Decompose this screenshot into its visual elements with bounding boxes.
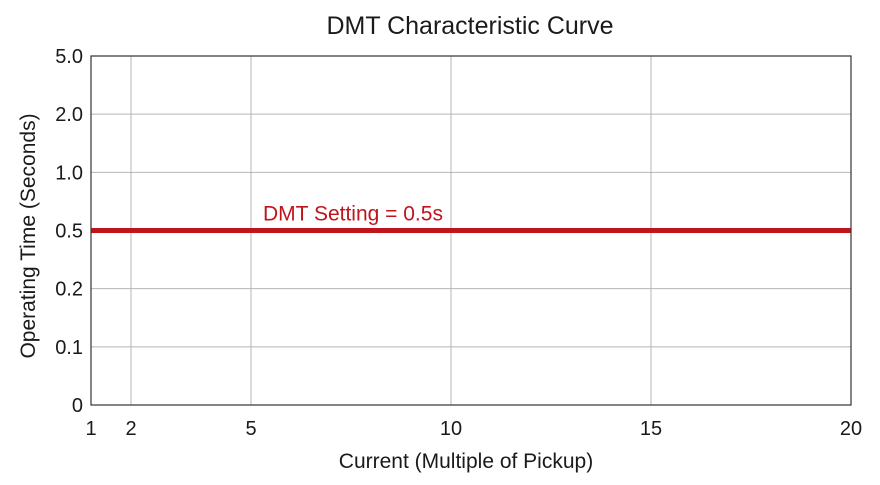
y-tick-label-6: 5.0 [55,46,83,68]
x-tick-label-3: 10 [440,418,462,440]
x-tick-label-1: 2 [125,418,136,440]
y-tick-label-1: 0.1 [55,337,83,359]
x-tick-label-5: 20 [840,418,862,440]
x-tick-label-0: 1 [85,418,96,440]
y-tick-label-4: 1.0 [55,162,83,184]
y-tick-label-3: 0.5 [55,221,83,243]
tick-labels: 1 2 5 10 15 20 0 0.1 0.2 0.5 1.0 2.0 5.0 [55,46,862,440]
plot-frame [90,55,852,406]
chart-title: DMT Characteristic Curve [326,12,613,40]
x-tick-label-4: 15 [640,418,662,440]
x-tick-label-2: 5 [245,418,256,440]
y-axis-label: Operating Time (Seconds) [17,113,40,358]
annotation-label-0: DMT Setting = 0.5s [263,203,443,226]
y-tick-label-2: 0.2 [55,279,83,301]
x-axis-label: Current (Multiple of Pickup) [339,450,593,473]
y-tick-label-0: 0 [72,395,83,417]
y-tick-label-5: 2.0 [55,104,83,126]
annotations: DMT Setting = 0.5s [263,203,443,226]
